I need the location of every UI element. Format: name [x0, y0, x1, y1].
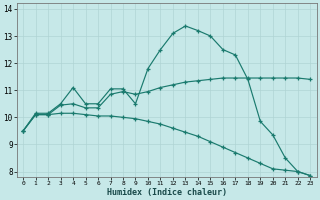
X-axis label: Humidex (Indice chaleur): Humidex (Indice chaleur) — [107, 188, 227, 197]
